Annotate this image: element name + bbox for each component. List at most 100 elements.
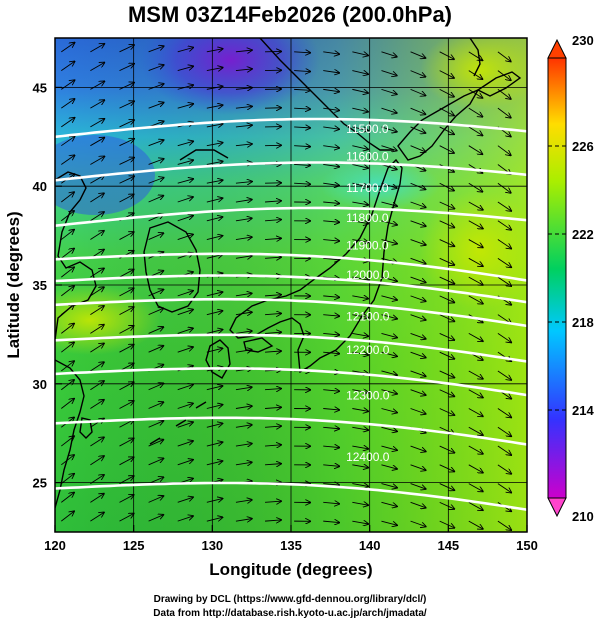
wind-vector: [323, 465, 339, 466]
wind-vector: [352, 465, 368, 468]
y-tick-label: 35: [33, 278, 47, 293]
wind-vector: [119, 45, 134, 53]
wind-vector: [119, 139, 134, 147]
wind-vector: [148, 440, 164, 447]
wind-vector: [526, 51, 527, 53]
wind-vector: [206, 217, 223, 222]
wind-vector: [352, 89, 368, 93]
wind-vector: [90, 81, 104, 90]
wind-vector: [148, 290, 164, 297]
y-tick-label: 40: [33, 179, 47, 194]
wind-vector: [352, 296, 368, 299]
wind-vector: [206, 86, 223, 89]
coastlines: [55, 38, 522, 509]
wind-vector: [90, 212, 103, 222]
x-tick-label: 125: [123, 538, 145, 553]
wind-vector: [265, 238, 281, 239]
wind-vector: [381, 239, 396, 244]
wind-vector: [381, 51, 396, 57]
wind-vector: [235, 331, 252, 334]
wind-vector: [381, 88, 396, 94]
wind-vector: [61, 230, 74, 240]
wind-vector: [206, 49, 223, 52]
wind-vector: [526, 464, 527, 466]
wind-vector: [235, 293, 252, 296]
wind-vector: [294, 183, 310, 184]
contour-label: 11600.0: [346, 150, 389, 164]
wind-vector: [410, 295, 426, 301]
colorbar-tick-label: 226: [572, 139, 594, 154]
wind-vector: [90, 63, 104, 71]
wind-vector: [61, 399, 74, 409]
wind-vector: [381, 201, 396, 206]
colorbar-tick-label: 218: [572, 315, 594, 330]
height-contour: [55, 252, 527, 282]
wind-vector: [497, 520, 511, 530]
wind-vector: [352, 146, 368, 150]
wind-vector: [206, 348, 223, 353]
wind-vector: [497, 89, 511, 99]
wind-vector: [235, 350, 252, 353]
wind-vector: [148, 103, 164, 109]
y-axis-label: Latitude (degrees): [4, 211, 23, 358]
contour-label: 11500.0: [346, 122, 389, 136]
wind-vector: [177, 441, 193, 447]
wind-vector: [323, 108, 339, 110]
wind-vector: [439, 201, 455, 209]
wind-vector: [90, 437, 103, 447]
wind-vector: [177, 216, 193, 222]
wind-vector: [323, 202, 339, 203]
wind-vector: [235, 519, 252, 522]
wind-vector: [61, 80, 74, 90]
wind-vector: [352, 427, 368, 430]
wind-vector: [119, 176, 134, 184]
contour-label: 12200.0: [346, 343, 390, 357]
wind-vector: [381, 520, 396, 525]
colorbar-tick-label: 222: [572, 227, 594, 242]
wind-vector: [381, 70, 396, 76]
contour-label: 11900.0: [346, 238, 389, 252]
wind-vector: [235, 199, 252, 202]
wind-vector: [119, 382, 134, 391]
wind-vector: [439, 314, 455, 322]
wind-vector: [410, 51, 426, 58]
x-tick-label: 145: [437, 538, 459, 553]
wind-vector: [410, 370, 426, 376]
wind-vector: [90, 456, 103, 466]
wind-vector: [119, 401, 134, 409]
wind-vector: [526, 408, 527, 410]
wind-vector: [526, 521, 527, 522]
wind-vector: [526, 164, 527, 166]
wind-vector: [497, 145, 511, 156]
wind-vector: [119, 326, 134, 334]
wind-vector: [410, 483, 426, 489]
wind-vector: [439, 257, 455, 265]
wind-vector: [439, 464, 455, 472]
wind-vector: [177, 328, 193, 334]
wind-vector: [497, 333, 511, 342]
wind-vector: [206, 292, 223, 297]
wind-vector: [497, 370, 511, 380]
wind-vector: [526, 333, 527, 334]
wind-vector: [323, 127, 339, 129]
wind-vector: [439, 220, 455, 228]
wind-vector: [381, 483, 396, 488]
wind-vector: [177, 291, 193, 297]
field-shading: [55, 38, 527, 532]
wind-vector: [497, 182, 511, 193]
wind-vector: [439, 370, 455, 378]
wind-vector: [381, 370, 396, 375]
wind-vector: [497, 464, 511, 474]
wind-vector: [265, 520, 281, 521]
wind-vector: [265, 351, 281, 352]
wind-vector: [119, 64, 134, 72]
wind-vector: [90, 512, 103, 522]
wind-vector: [381, 389, 396, 394]
wind-vector: [235, 88, 252, 90]
wind-vector: [235, 218, 252, 221]
wind-vector: [381, 220, 396, 225]
wind-vector: [265, 501, 281, 502]
wind-vector: [90, 231, 103, 240]
wind-vector: [526, 220, 527, 222]
wind-vector: [410, 182, 426, 189]
